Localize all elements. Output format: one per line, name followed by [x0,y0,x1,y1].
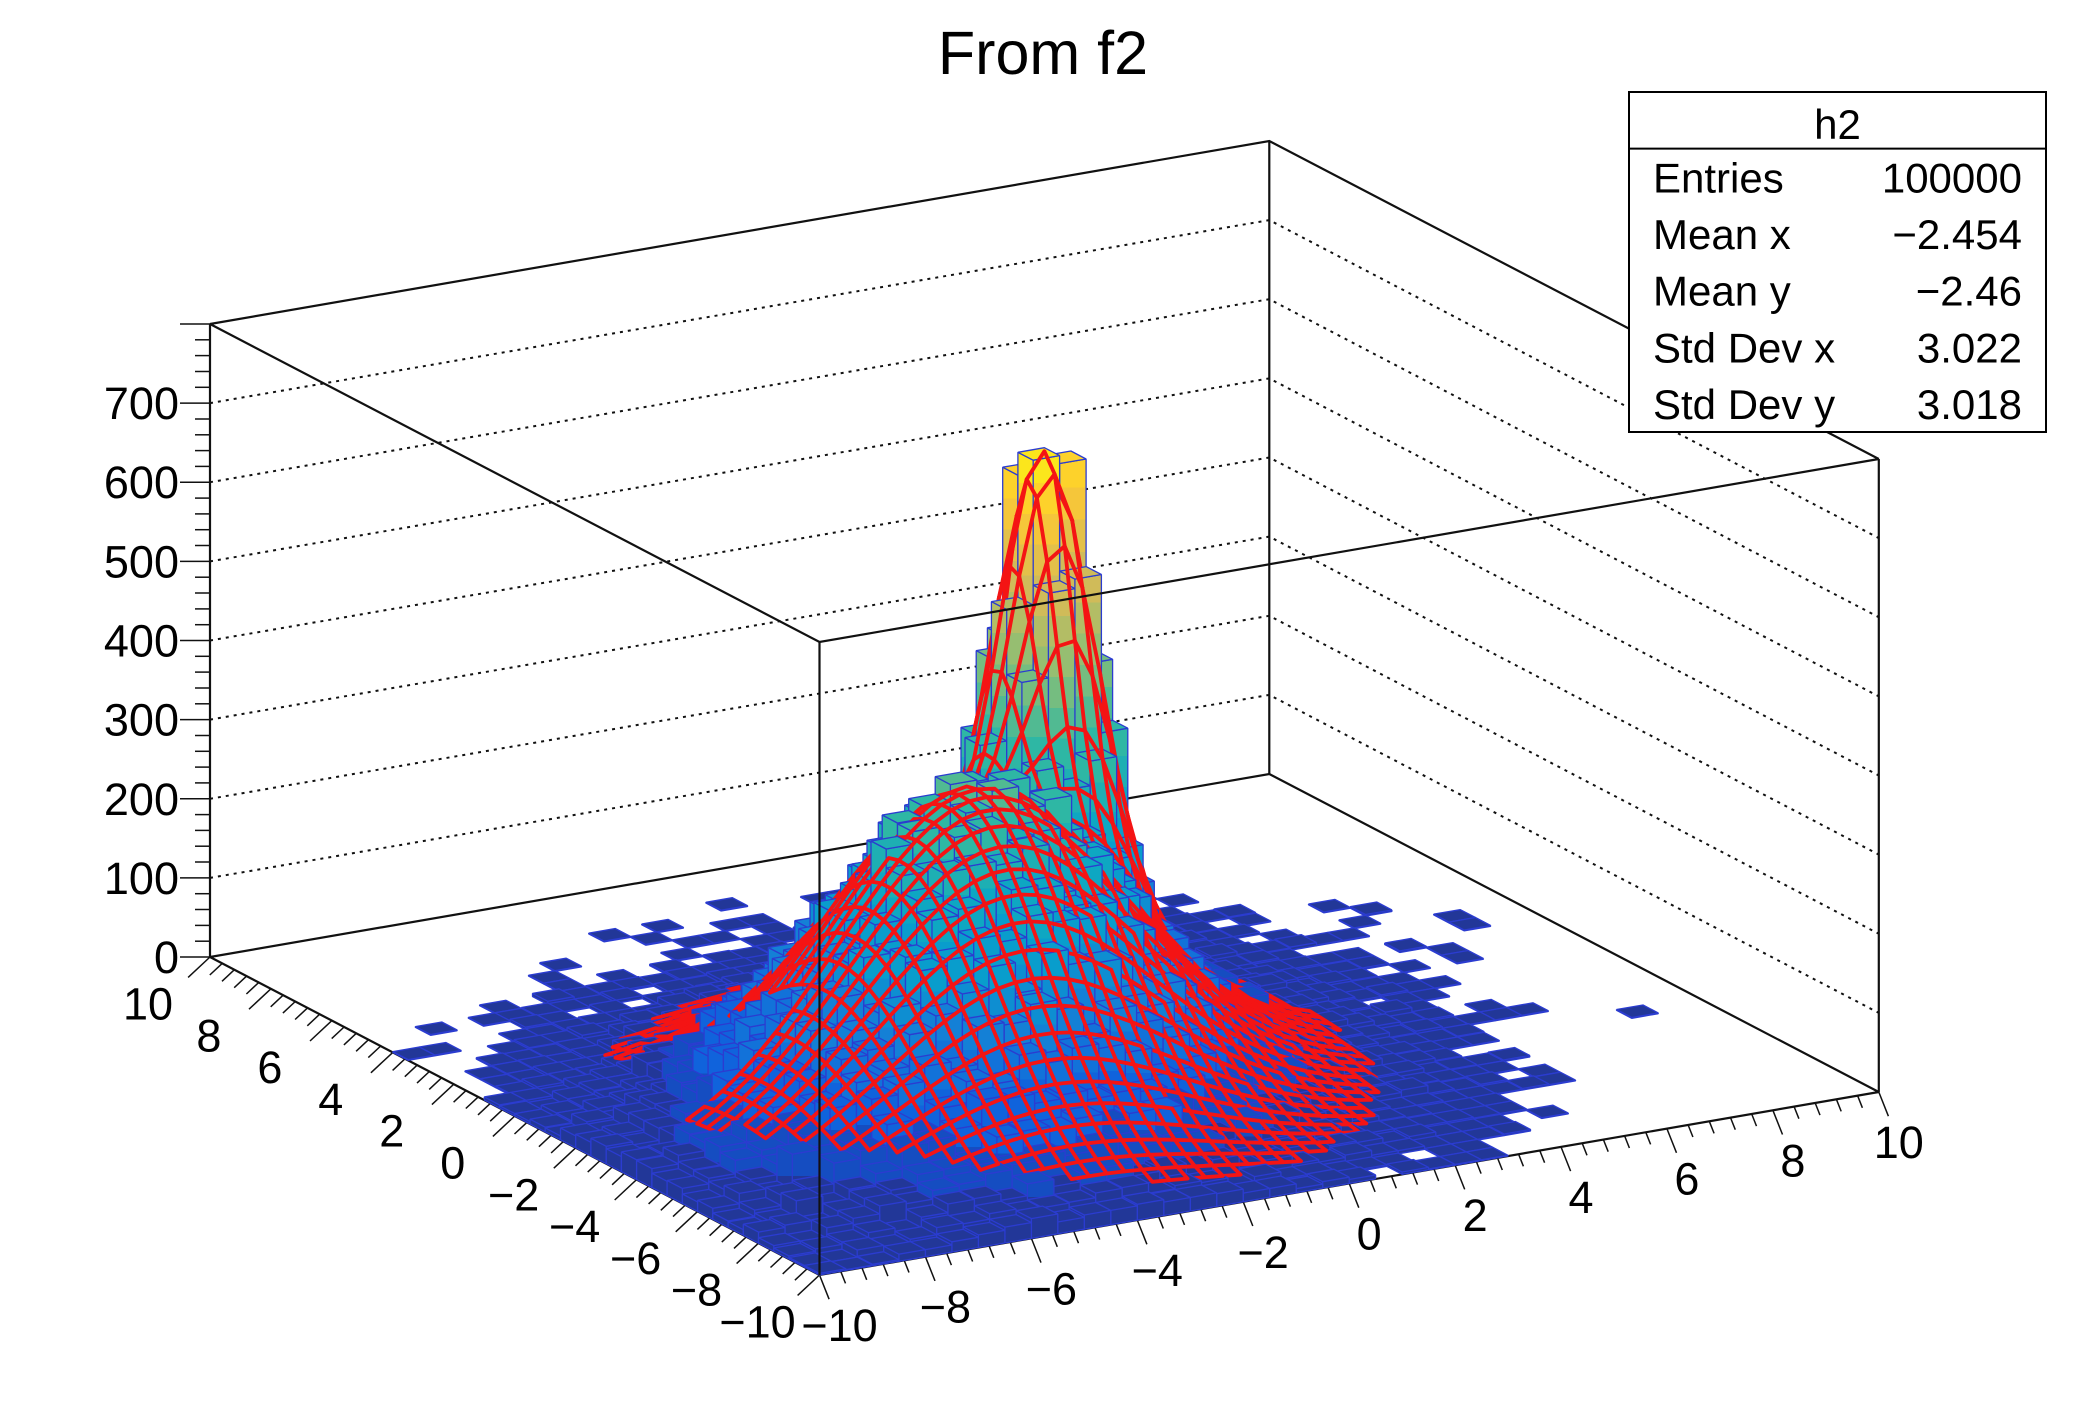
svg-text:3.018: 3.018 [1917,381,2022,428]
svg-text:6: 6 [257,1042,282,1093]
svg-text:4: 4 [1568,1172,1593,1223]
svg-text:−4: −4 [1132,1245,1183,1296]
svg-text:0: 0 [440,1138,465,1189]
svg-text:−6: −6 [610,1233,661,1284]
svg-text:Mean y: Mean y [1653,268,1791,315]
svg-text:−10: −10 [801,1300,877,1351]
svg-text:700: 700 [104,378,179,429]
svg-text:100: 100 [104,853,179,904]
svg-text:Std Dev x: Std Dev x [1653,324,1835,371]
svg-text:−2: −2 [1238,1227,1289,1278]
svg-text:6: 6 [1674,1154,1699,1205]
svg-text:Std Dev y: Std Dev y [1653,381,1835,428]
svg-text:−4: −4 [549,1201,600,1252]
svg-text:600: 600 [104,457,179,508]
svg-text:300: 300 [104,695,179,746]
svg-text:−2.46: −2.46 [1916,268,2022,315]
svg-text:500: 500 [104,536,179,587]
svg-text:h2: h2 [1814,101,1861,148]
svg-text:2: 2 [1463,1190,1488,1241]
svg-text:Mean x: Mean x [1653,211,1791,258]
svg-text:10: 10 [1874,1117,1924,1168]
svg-text:100000: 100000 [1882,154,2022,201]
svg-text:400: 400 [104,616,179,667]
svg-text:10: 10 [123,979,173,1030]
svg-text:0: 0 [1357,1209,1382,1260]
svg-text:Entries: Entries [1653,154,1784,201]
svg-text:2: 2 [379,1106,404,1157]
svg-text:−2.454: −2.454 [1892,211,2022,258]
svg-text:8: 8 [1780,1135,1805,1186]
svg-text:0: 0 [154,932,179,983]
svg-text:8: 8 [196,1010,221,1061]
svg-text:−6: −6 [1026,1263,1077,1314]
svg-text:−10: −10 [719,1297,795,1348]
svg-text:−8: −8 [920,1282,971,1333]
svg-text:−8: −8 [671,1265,722,1316]
svg-text:From f2: From f2 [938,19,1148,87]
svg-text:3.022: 3.022 [1917,324,2022,371]
svg-text:4: 4 [318,1074,343,1125]
svg-text:200: 200 [104,774,179,825]
svg-text:−2: −2 [488,1169,539,1220]
